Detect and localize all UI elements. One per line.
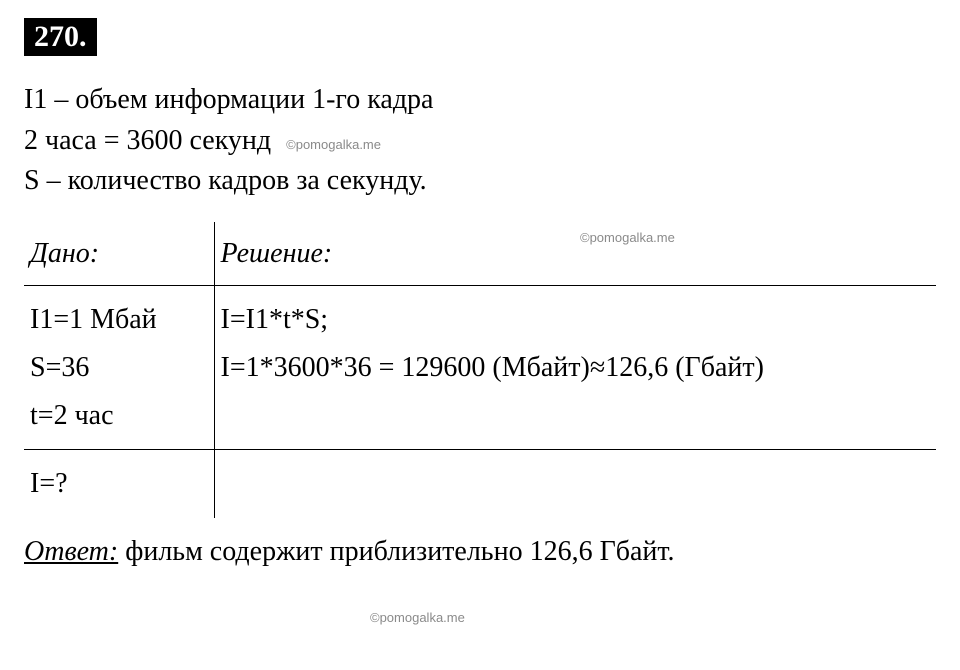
given-line-2: S=36 [30,344,202,392]
intro-line-2-wrap: 2 часа = 3600 секунд ©pomogalka.me [24,121,936,162]
intro-line-2: 2 часа = 3600 секунд [24,125,271,156]
given-line-1: I1=1 Мбай [30,296,202,344]
answer-text: фильм содержит приблизительно 126,6 Гбай… [118,536,674,567]
given-header: Дано: [24,222,214,286]
table-body-row: I1=1 Мбай S=36 t=2 час I=I1*t*S; I=1*360… [24,286,936,450]
solution-header: Решение: [214,222,936,286]
watermark-text: ©pomogalka.me [370,610,465,625]
intro-block: I1 – объем информации 1-го кадра 2 часа … [24,80,936,202]
intro-line-3: S – количество кадров за секунду. [24,161,936,202]
watermark-text: ©pomogalka.me [580,230,675,245]
solution-line-2: I=1*3600*36 = 129600 (Мбайт)≈126,6 (Гбай… [221,344,925,392]
solution-line-1: I=I1*t*S; [221,296,925,344]
given-cell: I1=1 Мбай S=36 t=2 час [24,286,214,450]
problem-number-badge: 270. [24,18,97,56]
answer-block: Ответ: фильм содержит приблизительно 126… [24,532,936,571]
watermark-text: ©pomogalka.me [286,137,381,152]
table-header-row: Дано: Решение: [24,222,936,286]
find-solution-empty [214,450,936,518]
answer-label: Ответ: [24,536,118,567]
given-line-3: t=2 час [30,392,202,440]
problem-table: Дано: Решение: I1=1 Мбай S=36 t=2 час I=… [24,222,936,518]
find-cell: I=? [24,450,214,518]
solution-cell: I=I1*t*S; I=1*3600*36 = 129600 (Мбайт)≈1… [214,286,936,450]
table-find-row: I=? [24,450,936,518]
intro-line-1: I1 – объем информации 1-го кадра [24,80,936,121]
